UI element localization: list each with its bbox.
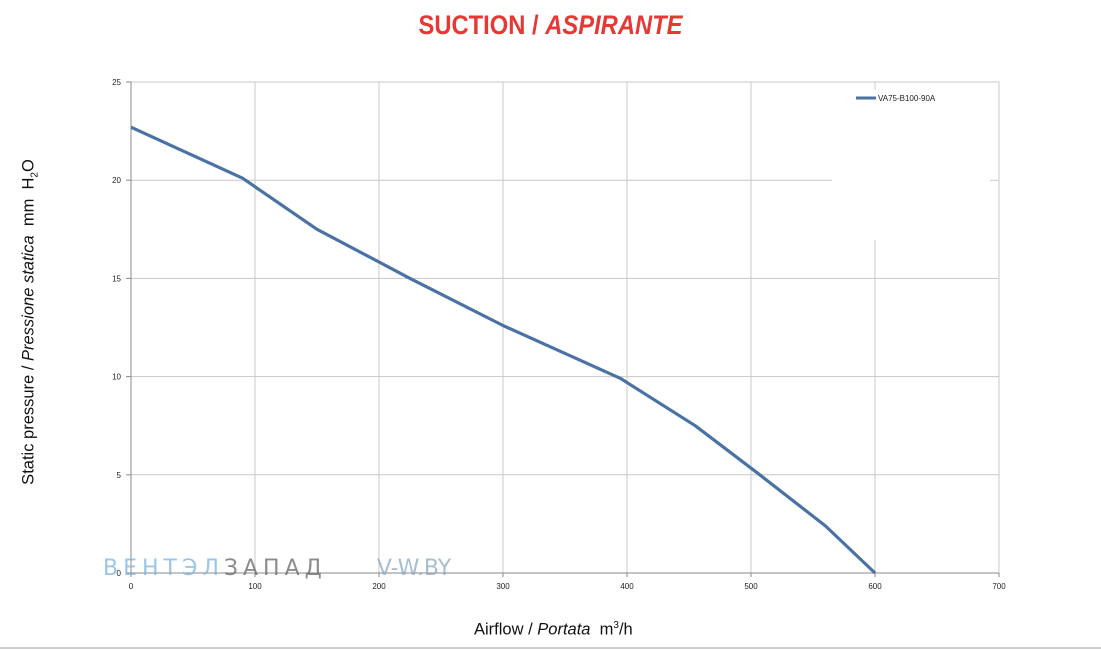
legend: VA75-B100-90A <box>832 90 990 240</box>
series-line-0 <box>130 125 877 575</box>
series-lines <box>130 125 877 575</box>
y-label-unit: mm H <box>19 177 38 236</box>
y-tick-label-25: 25 <box>112 78 121 87</box>
y-label-unit-post: O <box>19 159 38 173</box>
x-tick-label-100: 100 <box>248 582 262 591</box>
x-tick-label-200: 200 <box>372 582 386 591</box>
x-label-unit-post: /h <box>618 620 633 639</box>
y-label-italic: Pressione statica <box>19 235 38 361</box>
x-tick-label-0: 0 <box>129 582 134 591</box>
x-axis-label: Airflow / Portata m3/h <box>474 620 633 640</box>
y-label-unit-sub: 2 <box>29 172 41 178</box>
y-axis-label: Static pressure / Pressione statica mm H… <box>19 159 40 485</box>
watermark-part3: V-W.BY <box>376 556 452 581</box>
x-label-unit: m <box>590 620 614 639</box>
watermark-part2: ЗАПАД <box>223 556 327 581</box>
x-label-italic: Portata <box>537 620 591 639</box>
x-tick-label-400: 400 <box>620 582 634 591</box>
x-label-unit-sup: 3 <box>613 620 619 631</box>
y-tick-label-20: 20 <box>112 176 121 185</box>
x-tick-labels: 0 100 200 300 400 500 600 700 <box>129 582 1006 591</box>
x-tick-label-500: 500 <box>744 582 758 591</box>
x-label-sep: / <box>523 620 538 639</box>
bottom-divider <box>0 647 1101 649</box>
watermark-part1: ВЕНТЭЛ <box>103 556 224 581</box>
x-tick-label-600: 600 <box>868 582 882 591</box>
grid <box>126 81 1000 577</box>
chart-title: SUCTION / ASPIRANTE <box>66 10 1035 41</box>
y-tick-label-15: 15 <box>112 274 121 283</box>
y-label-sep: / <box>19 361 38 375</box>
legend-background <box>832 90 990 240</box>
title-main: SUCTION <box>418 10 526 40</box>
y-tick-label-5: 5 <box>117 471 122 480</box>
y-tick-label-0: 0 <box>117 569 122 578</box>
watermark: ВЕНТЭЛЗАПАД V-W.BY <box>103 556 451 581</box>
title-separator: / <box>525 10 546 40</box>
x-tick-label-300: 300 <box>496 582 510 591</box>
x-label-main: Airflow <box>474 620 524 639</box>
x-tick-label-700: 700 <box>992 582 1006 591</box>
title-italic: ASPIRANTE <box>545 10 683 40</box>
y-tick-label-10: 10 <box>112 373 121 382</box>
y-label-main: Static pressure <box>19 374 38 485</box>
y-tick-labels: 0 5 10 15 20 25 <box>112 78 121 578</box>
legend-label-va75-b100-90a: VA75-B100-90A <box>878 94 936 103</box>
